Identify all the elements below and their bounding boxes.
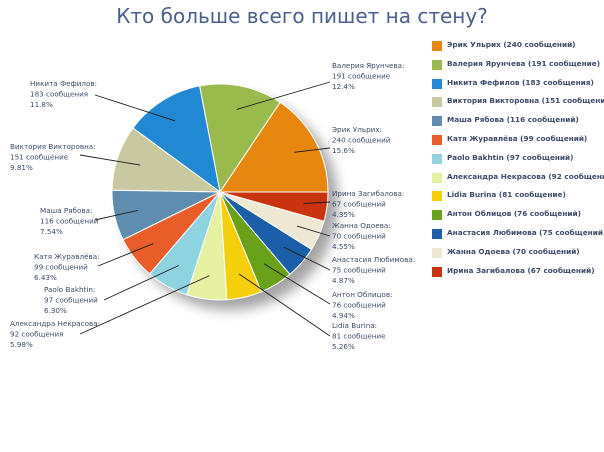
pie-slice-ирина-загибалова[interactable] <box>219 191 329 222</box>
slice-label-name: Александра Некрасова: <box>10 319 100 328</box>
slice-label-count: 76 сообщений <box>332 301 386 310</box>
slice-label-name: Катя Журавлёва: <box>34 252 100 261</box>
legend-label: Paolo Bakhtin (97 сообщений) <box>447 152 574 162</box>
legend-item[interactable]: Никита Фефилов (183 сообщения) <box>430 76 602 95</box>
legend-item[interactable]: Lidia Burina (81 сообщение) <box>430 188 602 207</box>
legend-swatch <box>432 134 442 145</box>
slice-label-count: 92 сообщения <box>10 330 64 339</box>
leader-line-никита-фефилов <box>94 94 176 122</box>
legend-item[interactable]: Александра Некрасова (92 сообщения) <box>430 170 604 189</box>
legend-item[interactable]: Катя Журавлёва (99 сообщений) <box>430 132 602 151</box>
slice-label-name: Анастасия Любимова: <box>332 255 415 264</box>
leader-line-анастасия-любимова <box>283 246 331 271</box>
legend-item[interactable]: Эрик Ульрих (240 сообщений) <box>430 38 602 57</box>
legend-swatch <box>432 228 442 239</box>
legend-label: Александра Некрасова (92 сообщения) <box>447 171 604 181</box>
slice-label-name: Ирина Загибалова: <box>332 189 404 198</box>
slice-label-percent: 7.54% <box>40 227 63 236</box>
legend-swatch <box>432 97 442 108</box>
slice-label-percent: 4.55% <box>332 242 355 251</box>
slice-label-count: 67 сообщений <box>332 200 386 209</box>
slice-label-name: Никита Фефилов: <box>30 79 97 88</box>
slice-label-count: 75 сообщений <box>332 266 386 275</box>
slice-label-count: 240 сообщений <box>332 136 391 145</box>
slice-label-percent: 15.6% <box>332 146 355 155</box>
legend-label: Валерия Ярунчева (191 сообщение) <box>447 58 601 68</box>
legend-swatch <box>432 153 442 164</box>
legend-swatch <box>432 116 442 127</box>
chart-title: Кто больше всего пишет на стену? <box>116 4 488 28</box>
legend-item[interactable]: Ирина Загибалова (67 сообщений) <box>430 264 602 283</box>
legend-swatch <box>432 210 442 221</box>
legend-label: Виктория Викторовна (151 сообщение) <box>447 96 604 106</box>
slice-label-name: Эрик Ульрих: <box>332 125 382 134</box>
pie-slice-никита-фефилов[interactable] <box>132 85 221 194</box>
slice-label-percent: 11.8% <box>30 100 53 109</box>
slice-label-name: Lidia Burina: <box>332 321 377 330</box>
leader-line-маша-рябова <box>94 209 138 221</box>
leader-line-виктория-викторовна <box>79 154 141 166</box>
pie-slice-валерия-ярунчева[interactable] <box>199 83 281 194</box>
slice-label-count: 81 сообщение <box>332 332 386 341</box>
slice-label-count: 116 сообщений <box>40 217 99 226</box>
chart-legend: Эрик Ульрих (240 сообщений) Валерия Ярунч… <box>430 38 604 283</box>
slice-label-count: 70 сообщений <box>332 232 386 241</box>
legend-item[interactable]: Жанна Одоева (70 сообщений) <box>430 245 602 264</box>
leader-line-александра-некрасова <box>79 275 210 335</box>
legend-swatch <box>432 266 442 277</box>
slice-label-name: Виктория Викторовна: <box>10 142 96 151</box>
leader-line-ирина-загибалова <box>303 201 331 204</box>
legend-label: Маша Рябова (116 сообщений) <box>447 115 579 125</box>
legend-label: Антон Облицов (76 сообщений) <box>447 209 581 219</box>
legend-swatch <box>432 59 442 70</box>
slice-label-percent: 5.98% <box>10 340 33 349</box>
slice-label-percent: 6.30% <box>44 306 67 315</box>
slice-label-name: Валерия Ярунчева: <box>332 61 404 70</box>
legend-swatch <box>432 78 442 89</box>
legend-label: Жанна Одоева (70 сообщений) <box>447 246 580 256</box>
leader-line-катя-журавлёва <box>97 243 154 267</box>
leader-line-валерия-ярунчева <box>236 81 331 110</box>
legend-swatch <box>432 41 442 51</box>
legend-label: Эрик Ульрих (240 сообщений) <box>447 40 576 49</box>
legend-item[interactable]: Антон Облицов (76 сообщений) <box>430 207 602 226</box>
slice-label-count: 191 сообщение <box>332 72 391 81</box>
legend-item[interactable]: Paolo Bakhtin (97 сообщений) <box>430 151 602 170</box>
slice-label-percent: 4.94% <box>332 311 355 320</box>
leader-line-жанна-одоева <box>296 225 331 237</box>
slice-label-percent: 5.26% <box>332 342 355 351</box>
leader-line-lidia-burina <box>238 273 331 337</box>
slice-label-percent: 4.87% <box>332 276 355 285</box>
slice-label-name: Жанна Одоева: <box>332 221 391 230</box>
legend-item[interactable]: Маша Рябова (116 сообщений) <box>430 113 602 132</box>
slice-label-count: 151 сообщение <box>10 153 69 162</box>
slice-label-name: Маша Рябова: <box>40 206 92 215</box>
legend-label: Катя Журавлёва (99 сообщений) <box>447 133 588 143</box>
legend-swatch <box>432 172 442 183</box>
leader-line-paolo-bakhtin <box>103 265 179 301</box>
leader-line-эрик-ульрих <box>294 147 331 153</box>
legend-label: Никита Фефилов (183 сообщения) <box>447 77 594 87</box>
slice-label-percent: 4.35% <box>332 210 355 219</box>
legend-swatch <box>432 247 442 258</box>
slice-label-name: Paolo Bakhtin: <box>44 285 95 294</box>
legend-swatch <box>432 191 442 202</box>
slice-label-count: 97 сообщений <box>44 296 98 305</box>
slice-label-count: 99 сообщений <box>34 263 88 272</box>
slice-label-percent: 9.81% <box>10 163 33 172</box>
slice-label-count: 183 сообщения <box>30 90 88 99</box>
slice-label-percent: 12.4% <box>332 82 355 91</box>
slice-label-percent: 6.43% <box>34 273 57 282</box>
legend-item[interactable]: Анастасия Любимова (75 сообщений) <box>430 226 604 245</box>
slice-label-name: Антон Облицов: <box>332 290 393 299</box>
legend-label: Lidia Burina (81 сообщение) <box>447 190 566 200</box>
pie-slice-эрик-ульрих[interactable] <box>219 101 329 193</box>
leader-line-антон-облицов <box>263 263 331 305</box>
legend-item[interactable]: Валерия Ярунчева (191 сообщение) <box>430 57 602 76</box>
legend-item[interactable]: Виктория Викторовна (151 сообщение) <box>430 94 604 113</box>
legend-label: Анастасия Любимова (75 сообщений) <box>447 227 604 237</box>
legend-label: Ирина Загибалова (67 сообщений) <box>447 265 595 275</box>
